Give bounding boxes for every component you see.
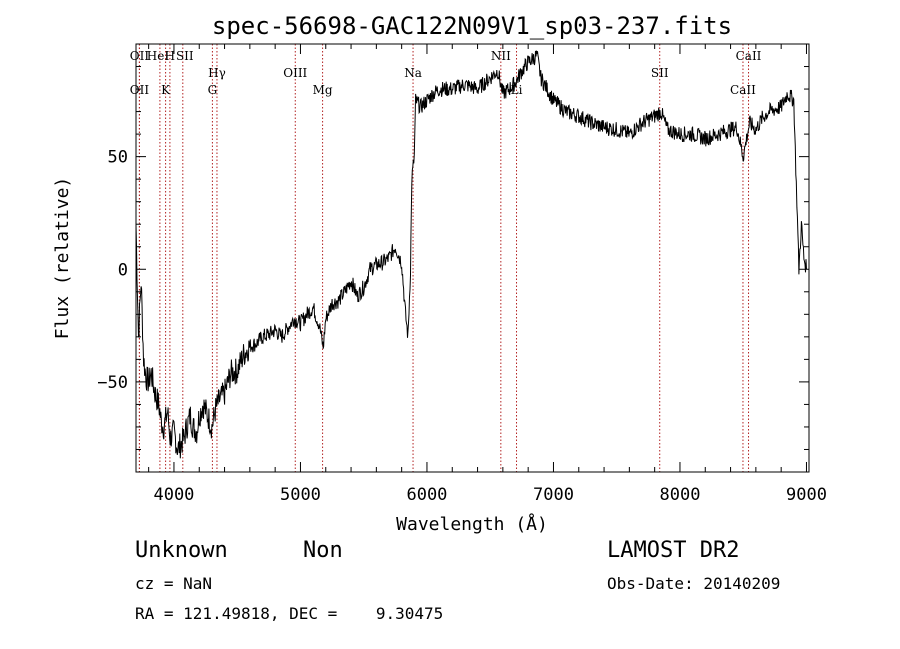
line-label: HeI (147, 49, 170, 63)
line-label: CaII (730, 83, 756, 97)
x-axis-label: Wavelength (Å) (396, 513, 548, 535)
spectrum-line (135, 50, 807, 459)
chart-title: spec-56698-GAC122N09V1_sp03-237.fits (212, 12, 732, 40)
x-tick-label: 7000 (533, 485, 574, 505)
x-tick-label: 6000 (406, 485, 447, 505)
axes: 4000 5000 6000 7000 8000 9000 −50 0 50 (97, 44, 827, 505)
y-axis-label: Flux (relative) (52, 177, 73, 340)
object-subclass: Non (303, 538, 343, 563)
observation-date: Obs-Date: 20140209 (607, 574, 781, 593)
line-label: G (208, 83, 218, 97)
line-label: CaII (736, 49, 762, 63)
line-label: K (161, 83, 171, 97)
x-tick-label: 4000 (153, 485, 194, 505)
y-tick-label: −50 (97, 373, 128, 393)
line-label: Hγ (208, 66, 226, 80)
coordinates: RA = 121.49818, DEC = 9.30475 (135, 604, 444, 623)
x-tick-label: 8000 (659, 485, 700, 505)
x-tick-label: 5000 (280, 485, 321, 505)
line-label: OII (130, 83, 150, 97)
survey-name: LAMOST DR2 (607, 538, 740, 563)
object-class: Unknown (135, 538, 228, 563)
line-label: NII (491, 49, 511, 63)
plot-frame (135, 43, 810, 473)
line-label: Na (404, 66, 422, 80)
line-label: Mg (313, 83, 333, 97)
x-tick-label: 9000 (786, 485, 827, 505)
series-layer (135, 50, 807, 459)
line-label: OIII (283, 66, 307, 80)
line-label: Li (511, 83, 523, 97)
redshift-value: cz = NaN (135, 574, 213, 593)
line-label: H (165, 49, 175, 63)
line-label: SII (176, 49, 194, 63)
y-tick-label: 50 (108, 148, 128, 168)
y-tick-label: 0 (118, 260, 128, 280)
line-label: SII (651, 66, 669, 80)
